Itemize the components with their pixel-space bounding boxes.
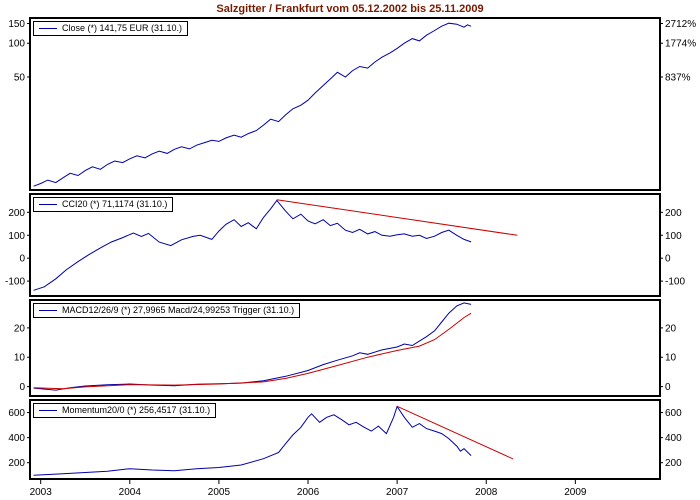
legend-close[interactable]: Close (*) 141,75 EUR (31.10.)	[33, 21, 189, 36]
legend-momentum-label: Momentum20/0 (*) 256,4517 (31.10.)	[62, 405, 211, 415]
macd-ytick-label-left: 10	[14, 353, 26, 364]
close-line-sample-icon	[39, 28, 57, 29]
legend-cci-label: CCI20 (*) 71,1174 (31.10.)	[62, 199, 168, 209]
cci-trendline-series-line	[276, 199, 518, 236]
cci-ytick-label-left: -100	[5, 277, 25, 288]
macd-line-sample-icon	[39, 310, 57, 311]
macd-ytick-label-right: 0	[665, 382, 671, 393]
macd-ytick-label-right: 10	[665, 353, 677, 364]
cci-ytick-label-left: 0	[19, 254, 25, 265]
cci-ytick-label-left: 100	[8, 231, 25, 242]
cci-ytick-label-left: 200	[8, 208, 25, 219]
legend-momentum[interactable]: Momentum20/0 (*) 256,4517 (31.10.)	[33, 403, 217, 418]
macd-ytick-label-left: 20	[14, 323, 26, 334]
price-ytick-label-right: 837%	[665, 72, 691, 83]
cci-ytick-label-right: 0	[665, 254, 671, 265]
cci-line-sample-icon	[39, 204, 57, 205]
cci-cci20-series-line	[33, 199, 472, 291]
price-ytick-label-right: 2712%	[665, 19, 696, 30]
macd-trigger-series-line	[33, 312, 472, 390]
momentum-ytick-label-left: 200	[8, 458, 25, 469]
xtick-year-label: 2008	[475, 487, 498, 498]
xtick-year-label: 2005	[208, 487, 231, 498]
chart-title: Salzgitter / Frankfurt vom 05.12.2002 bi…	[216, 3, 484, 15]
cci-ytick-label-right: 100	[665, 231, 682, 242]
momentum-trendline-series-line	[396, 405, 514, 460]
momentum-ytick-label-right: 600	[665, 408, 682, 419]
xtick-year-label: 2004	[119, 487, 142, 498]
xtick-year-label: 2006	[297, 487, 320, 498]
macd-ytick-label-right: 20	[665, 323, 677, 334]
cci-ytick-label-right: 200	[665, 208, 682, 219]
macd-ytick-label-left: 0	[19, 382, 25, 393]
price-ytick-label-left: 150	[8, 19, 25, 30]
legend-macd-label: MACD12/26/9 (*) 27,9965 Macd/24,99253 Tr…	[62, 305, 295, 315]
legend-cci[interactable]: CCI20 (*) 71,1174 (31.10.)	[33, 197, 174, 212]
momentum-ytick-label-left: 600	[8, 408, 25, 419]
momentum-ytick-label-right: 400	[665, 433, 682, 444]
momentum-ytick-label-left: 400	[8, 433, 25, 444]
xtick-year-label: 2007	[386, 487, 409, 498]
price-panel	[29, 17, 661, 191]
price-ytick-label-left: 100	[8, 39, 25, 50]
price-ytick-label-left: 50	[14, 72, 26, 83]
xtick-year-label: 2003	[30, 487, 53, 498]
xtick-year-label: 2009	[564, 487, 587, 498]
momentum-momentum-series-line	[33, 405, 472, 476]
macd-macd-series-line	[33, 302, 472, 391]
momentum-line-sample-icon	[39, 410, 57, 411]
momentum-ytick-label-right: 200	[665, 458, 682, 469]
legend-close-label: Close (*) 141,75 EUR (31.10.)	[62, 23, 183, 33]
legend-macd[interactable]: MACD12/26/9 (*) 27,9965 Macd/24,99253 Tr…	[33, 303, 301, 318]
price-close-series-line	[33, 22, 472, 187]
price-ytick-label-right: 1774%	[665, 39, 696, 50]
cci-ytick-label-right: -100	[665, 277, 685, 288]
